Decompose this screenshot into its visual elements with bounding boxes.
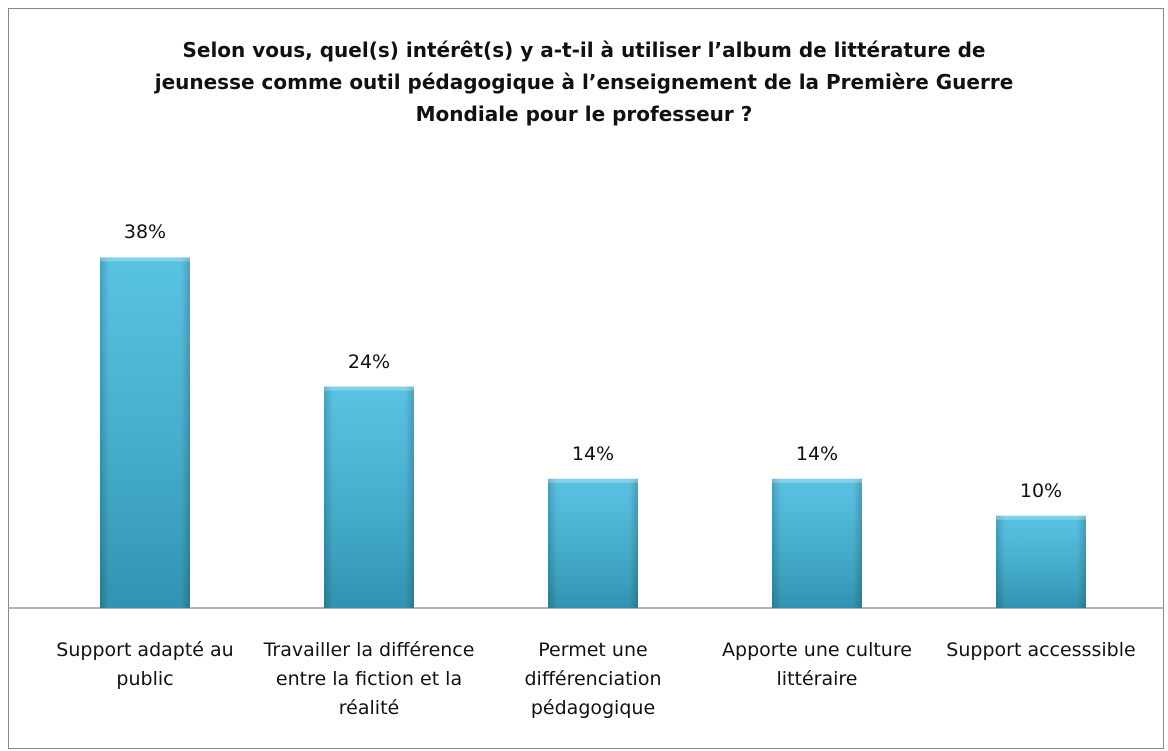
chart-title: Selon vous, quel(s) intérêt(s) y a-t-il … — [154, 38, 1014, 126]
x-tick-label: Support accesssible — [946, 639, 1136, 661]
value-label: 38% — [123, 221, 167, 244]
x-tick-label: Apporte une culture littéraire — [722, 639, 912, 690]
bar-edge — [996, 515, 1086, 608]
value-label: 24% — [347, 350, 391, 373]
bar-edge — [772, 478, 862, 608]
bar-edge — [324, 386, 414, 608]
bar-top — [772, 478, 862, 483]
value-label: 14% — [795, 442, 839, 465]
x-tick-label: Permet une différenciation pédagogique — [524, 639, 662, 719]
x-tick-label: Support adapté au public — [56, 639, 234, 690]
bar-top — [100, 257, 190, 262]
bar-edge — [100, 257, 190, 608]
bar-top — [324, 386, 414, 391]
bar-top — [996, 515, 1086, 520]
value-label: 14% — [571, 442, 615, 465]
chart-frame — [8, 8, 1164, 749]
value-label: 10% — [1019, 479, 1063, 502]
bar-edge — [548, 478, 638, 608]
x-tick-label: Travailler la différence entre la fictio… — [263, 639, 475, 719]
bar-top — [548, 478, 638, 483]
